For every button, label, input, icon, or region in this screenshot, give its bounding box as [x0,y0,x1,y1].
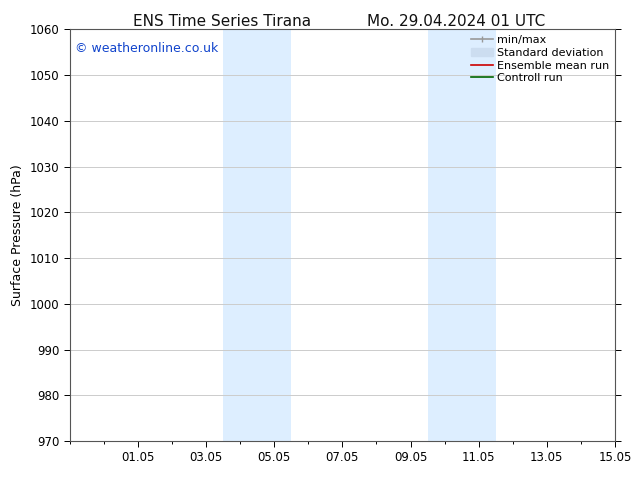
Text: Mo. 29.04.2024 01 UTC: Mo. 29.04.2024 01 UTC [367,14,546,29]
Y-axis label: Surface Pressure (hPa): Surface Pressure (hPa) [11,164,24,306]
Bar [462,29,496,441]
Legend: min/max, Standard deviation, Ensemble mean run, Controll run: min/max, Standard deviation, Ensemble me… [469,33,612,86]
Bar [427,29,462,441]
Text: © weatheronline.co.uk: © weatheronline.co.uk [75,42,219,55]
Bar [257,29,291,441]
Text: ENS Time Series Tirana: ENS Time Series Tirana [133,14,311,29]
Bar [223,29,257,441]
